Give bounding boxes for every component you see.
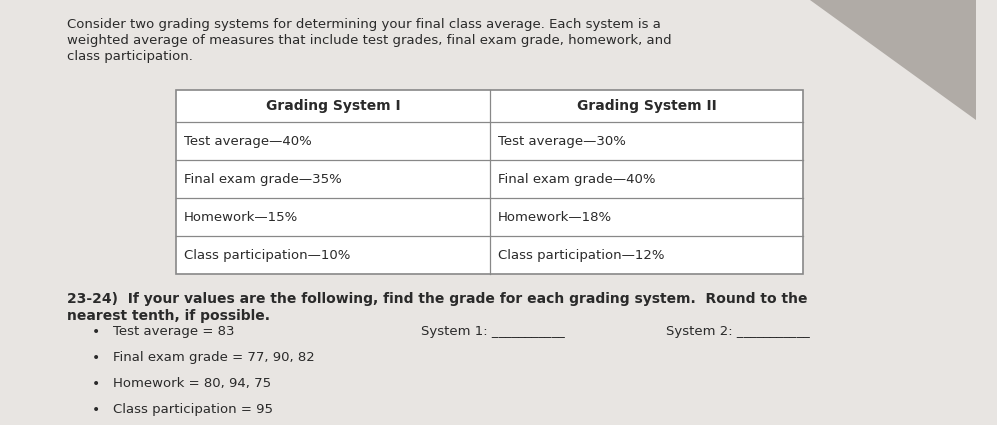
Text: class participation.: class participation. xyxy=(67,50,192,63)
Text: Class participation—10%: Class participation—10% xyxy=(184,249,351,261)
Text: Homework = 80, 94, 75: Homework = 80, 94, 75 xyxy=(113,377,271,391)
Text: Consider two grading systems for determining your final class average. Each syst: Consider two grading systems for determi… xyxy=(67,18,660,31)
Text: Grading System II: Grading System II xyxy=(576,99,716,113)
Text: Class participation = 95: Class participation = 95 xyxy=(113,403,272,416)
Text: nearest tenth, if possible.: nearest tenth, if possible. xyxy=(67,309,269,323)
Text: Final exam grade—40%: Final exam grade—40% xyxy=(498,173,655,185)
Bar xyxy=(176,90,804,274)
Text: •: • xyxy=(92,351,100,365)
Text: Homework—15%: Homework—15% xyxy=(184,210,298,224)
Text: •: • xyxy=(92,325,100,339)
Text: Final exam grade—35%: Final exam grade—35% xyxy=(184,173,342,185)
Text: weighted average of measures that include test grades, final exam grade, homewor: weighted average of measures that includ… xyxy=(67,34,671,47)
Text: Test average = 83: Test average = 83 xyxy=(113,326,234,338)
Text: •: • xyxy=(92,377,100,391)
Text: •: • xyxy=(92,403,100,417)
Text: Class participation—12%: Class participation—12% xyxy=(498,249,664,261)
Text: Test average—30%: Test average—30% xyxy=(498,134,625,147)
Polygon shape xyxy=(810,0,976,120)
Text: Grading System I: Grading System I xyxy=(265,99,401,113)
Text: System 1: ___________: System 1: ___________ xyxy=(421,326,565,338)
Text: Test average—40%: Test average—40% xyxy=(184,134,312,147)
Text: Final exam grade = 77, 90, 82: Final exam grade = 77, 90, 82 xyxy=(113,351,314,365)
Text: System 2: ___________: System 2: ___________ xyxy=(666,326,810,338)
Text: Homework—18%: Homework—18% xyxy=(498,210,612,224)
Text: 23-24)  If your values are the following, find the grade for each grading system: 23-24) If your values are the following,… xyxy=(67,292,808,306)
